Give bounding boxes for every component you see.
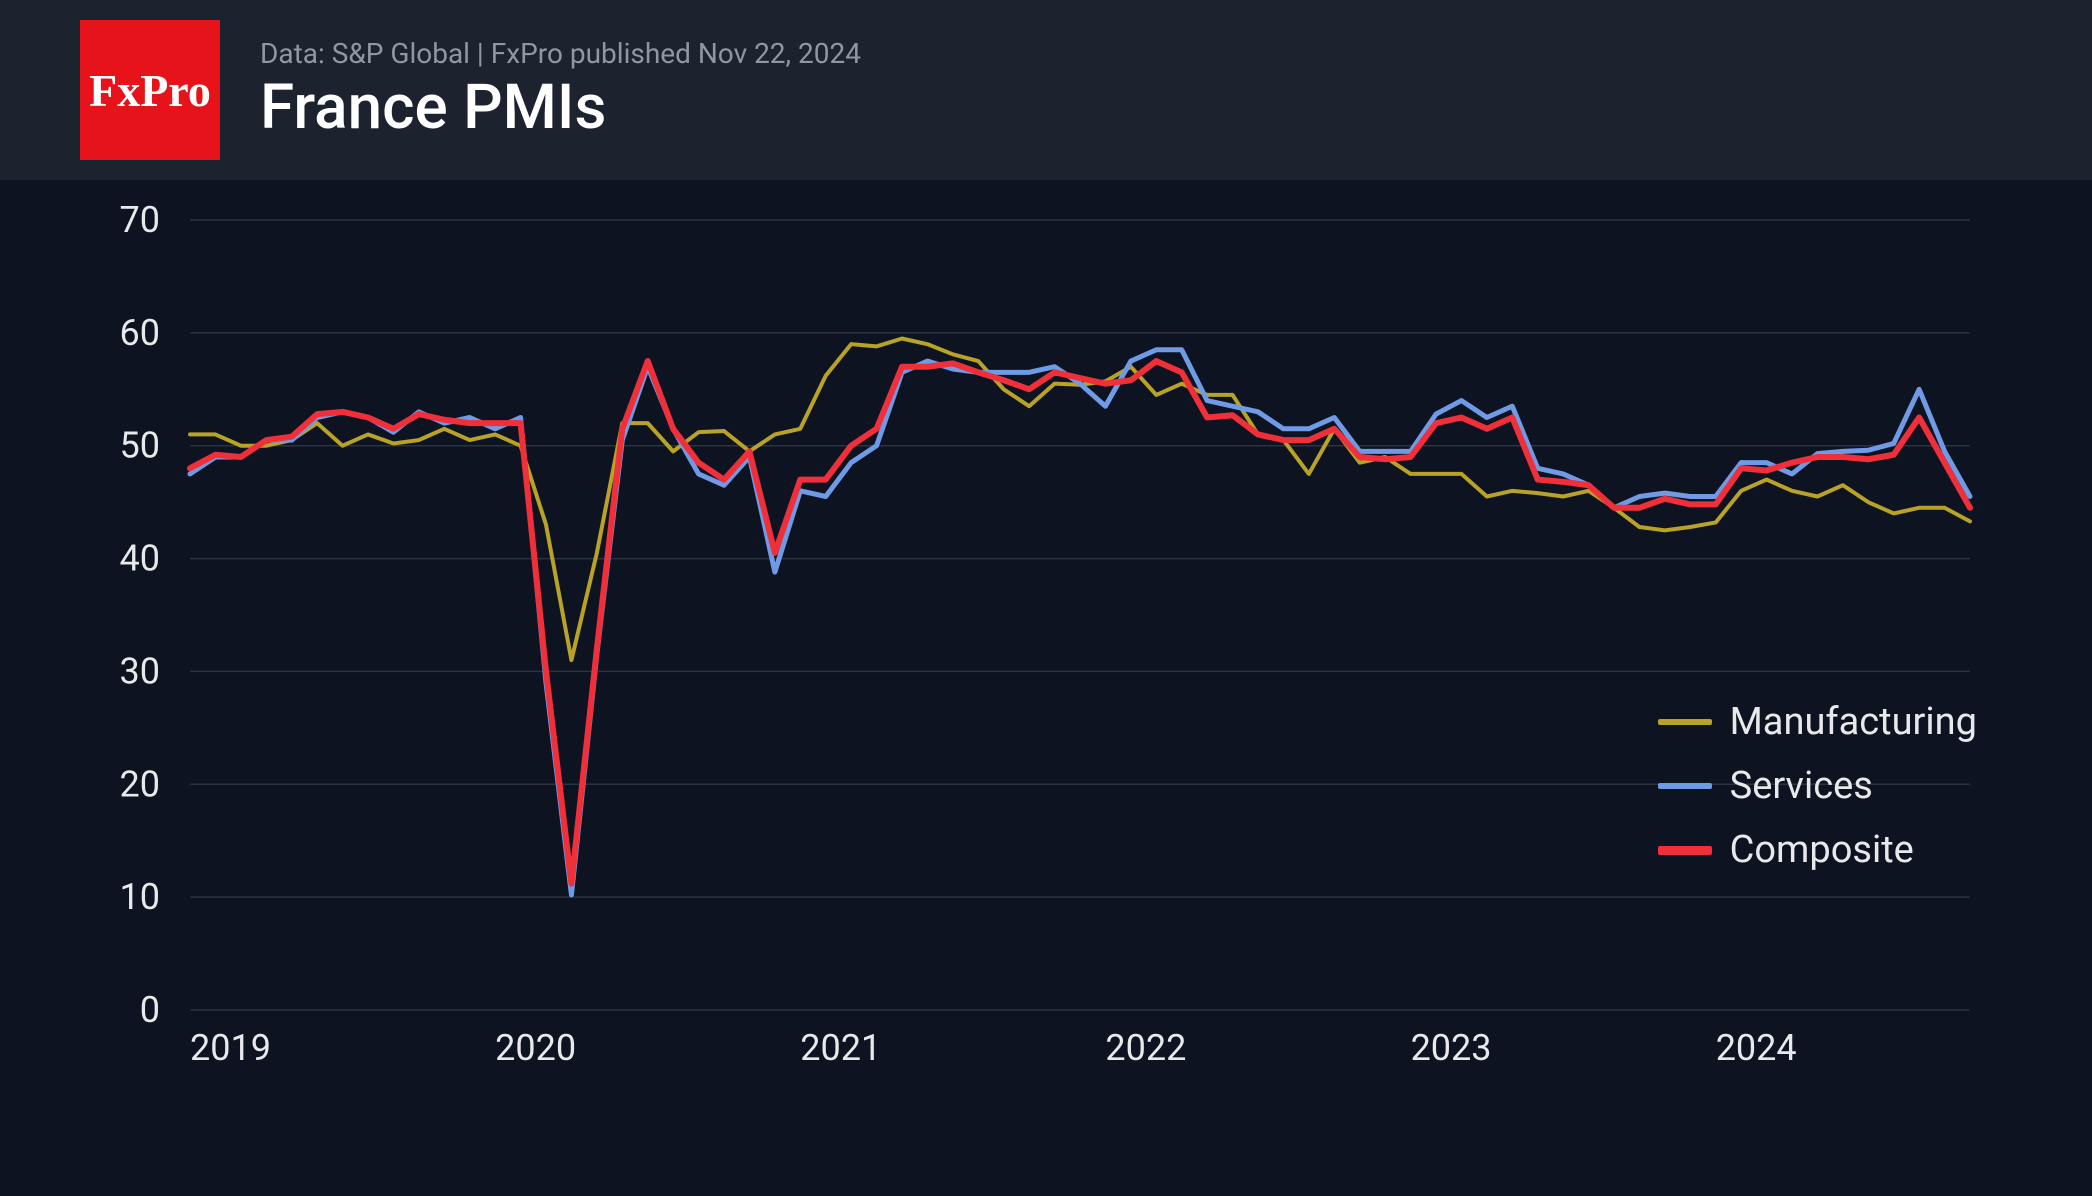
- y-axis-label: 20: [120, 763, 160, 805]
- brand-logo-text: FxPro: [89, 64, 211, 117]
- legend-label: Services: [1730, 764, 1873, 808]
- y-axis-label: 10: [120, 876, 160, 918]
- x-axis-label: 2022: [1105, 1027, 1186, 1069]
- y-axis-label: 30: [120, 650, 160, 692]
- legend-swatch: [1658, 719, 1712, 725]
- legend-label: Manufacturing: [1730, 700, 1977, 744]
- header: FxPro Data: S&P Global | FxPro published…: [0, 0, 2092, 180]
- chart-area: 010203040506070201920202021202220232024 …: [0, 180, 2092, 1196]
- chart-title: France PMIs: [260, 74, 861, 142]
- y-axis-label: 60: [120, 312, 160, 354]
- y-axis-label: 50: [120, 425, 160, 467]
- legend-item: Services: [1658, 764, 1977, 808]
- title-block: Data: S&P Global | FxPro published Nov 2…: [260, 37, 861, 142]
- brand-logo: FxPro: [80, 20, 220, 160]
- x-axis-label: 2020: [495, 1027, 576, 1069]
- legend-swatch: [1658, 783, 1712, 789]
- x-axis-label: 2023: [1411, 1027, 1492, 1069]
- y-axis-label: 40: [120, 538, 160, 580]
- x-axis-label: 2021: [800, 1027, 881, 1069]
- x-axis-label: 2024: [1716, 1027, 1797, 1069]
- x-axis-label: 2019: [190, 1027, 271, 1069]
- chart-subtitle: Data: S&P Global | FxPro published Nov 2…: [260, 37, 861, 70]
- y-axis-label: 0: [140, 989, 160, 1031]
- legend-item: Composite: [1658, 828, 1977, 872]
- legend-swatch: [1658, 846, 1712, 855]
- line-chart: 0 10 20 30 40 50 60 70 2019 2020 2021 2022 2023 2024: [0, 180, 2092, 1196]
- legend: Manufacturing Services Composite: [1658, 700, 1977, 872]
- legend-item: Manufacturing: [1658, 700, 1977, 744]
- y-axis-label: 70: [120, 199, 160, 241]
- legend-label: Composite: [1730, 828, 1914, 872]
